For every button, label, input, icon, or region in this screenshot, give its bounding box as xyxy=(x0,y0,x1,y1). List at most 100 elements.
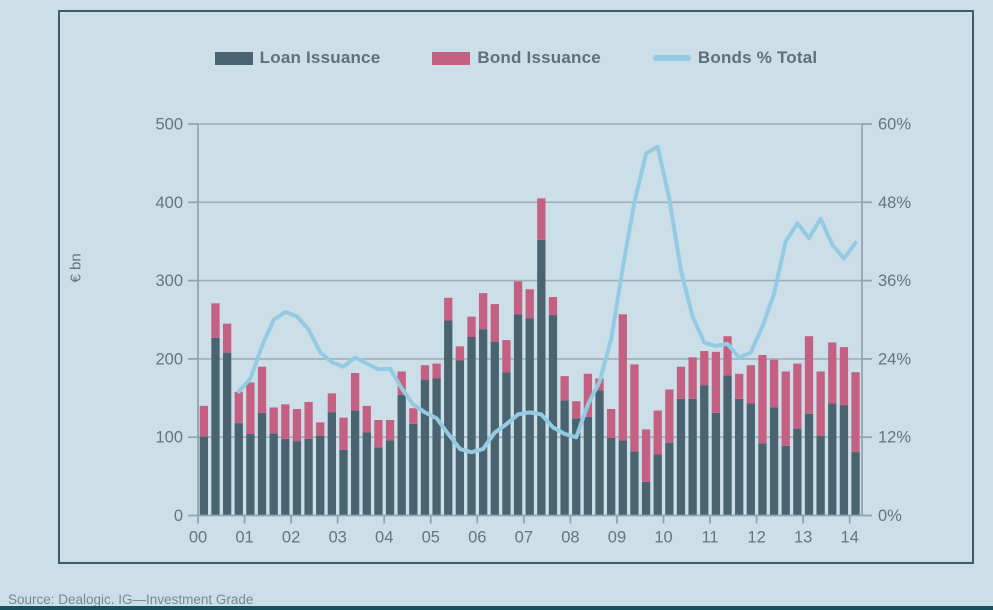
loan-bar xyxy=(222,352,232,516)
loan-bar xyxy=(374,447,383,516)
x-tick-label: 02 xyxy=(282,529,300,547)
loan-bar xyxy=(455,360,465,516)
bond-bar xyxy=(490,304,499,342)
loan-bar xyxy=(525,318,534,516)
loan-bar xyxy=(688,398,697,516)
loan-bar xyxy=(665,442,674,516)
bond-bar xyxy=(432,363,441,379)
loan-bar xyxy=(409,423,418,516)
bond-bar xyxy=(851,372,860,453)
bond-bar xyxy=(257,366,267,413)
loan-bar xyxy=(618,440,627,516)
bond-bar xyxy=(444,297,453,321)
loan-bar xyxy=(304,438,313,516)
loan-bar xyxy=(746,403,755,516)
bond-bar xyxy=(292,409,302,442)
bond-bar xyxy=(269,407,278,434)
legend-item-loan: Loan Issuance xyxy=(214,48,381,68)
loan-bar xyxy=(269,433,278,516)
loan-bars xyxy=(199,239,860,516)
bond-bar xyxy=(339,417,348,450)
bond-bar xyxy=(420,365,430,381)
chart-legend: Loan Issuance Bond Issuance Bonds % Tota… xyxy=(60,48,972,68)
loan-bar xyxy=(350,410,360,516)
loan-bar xyxy=(781,445,790,516)
bond-bar xyxy=(362,405,371,433)
loan-bar xyxy=(560,400,569,516)
bond-bar xyxy=(839,347,849,406)
loan-bar xyxy=(676,398,686,516)
x-tick-label: 00 xyxy=(189,529,207,547)
loan-bar xyxy=(432,378,441,516)
bond-bar xyxy=(583,373,593,417)
y-tick-label-left: 0 xyxy=(174,507,183,525)
y-tick-label-right: 24% xyxy=(878,350,911,368)
loan-bar xyxy=(339,449,348,516)
y-tick-label-left: 400 xyxy=(155,194,183,212)
y-tick-label-right: 48% xyxy=(878,194,911,212)
x-tick-label: 08 xyxy=(561,529,579,547)
loan-bar xyxy=(793,428,802,516)
bond-bar xyxy=(711,351,721,413)
bond-bar xyxy=(548,297,558,316)
loan-bar xyxy=(479,329,488,516)
bond-bar xyxy=(607,409,616,438)
bond-bars xyxy=(199,198,860,482)
loan-bar xyxy=(246,434,255,516)
source-note: Source: Dealogic. IG—Investment Grade xyxy=(8,592,254,607)
y-axis-left-labels: 0 100 200 300 400 500 xyxy=(155,116,198,525)
x-tick-label: 03 xyxy=(328,529,346,547)
legend-label-bond: Bond Issuance xyxy=(477,48,601,67)
x-tick-label: 14 xyxy=(841,529,859,547)
loan-bar xyxy=(583,416,593,516)
bonds-pct-line xyxy=(236,144,858,455)
loan-bar xyxy=(292,441,302,516)
loan-bar xyxy=(316,435,325,516)
loan-bar xyxy=(700,385,709,516)
bond-bar xyxy=(735,373,744,399)
bond-bar xyxy=(618,314,627,441)
bond-bar xyxy=(385,419,395,441)
loan-bar xyxy=(804,413,814,516)
bond-bar xyxy=(641,429,651,482)
loan-bar xyxy=(211,337,220,516)
bond-bar xyxy=(304,401,313,439)
x-tick-label: 04 xyxy=(375,529,393,547)
bond-bar xyxy=(397,371,406,395)
bond-bar xyxy=(281,404,290,439)
bond-bar xyxy=(665,389,674,443)
loan-bar xyxy=(397,394,406,516)
line-swatch-icon xyxy=(652,55,691,61)
y-axis-right-labels: 0% 12% 24% 36% 48% 60% xyxy=(862,116,911,525)
bond-bar xyxy=(409,408,418,424)
bond-bar xyxy=(502,340,511,373)
bond-bar xyxy=(222,323,232,353)
loan-bar xyxy=(234,423,243,516)
legend-item-line: Bonds % Total xyxy=(652,48,817,68)
bond-bar xyxy=(560,376,569,401)
loan-bar xyxy=(362,432,371,516)
loan-bar xyxy=(828,403,837,516)
bond-bar xyxy=(350,372,360,411)
bond-bar xyxy=(316,422,325,436)
bond-bar xyxy=(374,419,383,448)
bond-bar xyxy=(769,359,779,408)
loan-bar xyxy=(257,412,267,516)
bottom-strip xyxy=(0,606,993,610)
bond-bar xyxy=(700,351,709,386)
x-tick-label: 07 xyxy=(515,529,533,547)
bond-bar xyxy=(513,281,523,315)
bond-bar xyxy=(758,354,767,444)
y-tick-label-left: 200 xyxy=(155,350,183,368)
bond-swatch-icon xyxy=(432,51,471,65)
bond-bar xyxy=(688,357,697,399)
bond-bar xyxy=(234,391,243,424)
y-tick-label-right: 0% xyxy=(878,507,902,525)
loan-bar xyxy=(653,454,662,516)
axes xyxy=(197,124,863,517)
bond-bar xyxy=(455,346,465,361)
bond-bar xyxy=(246,382,255,435)
chart-panel: Loan Issuance Bond Issuance Bonds % Tota… xyxy=(58,10,974,564)
